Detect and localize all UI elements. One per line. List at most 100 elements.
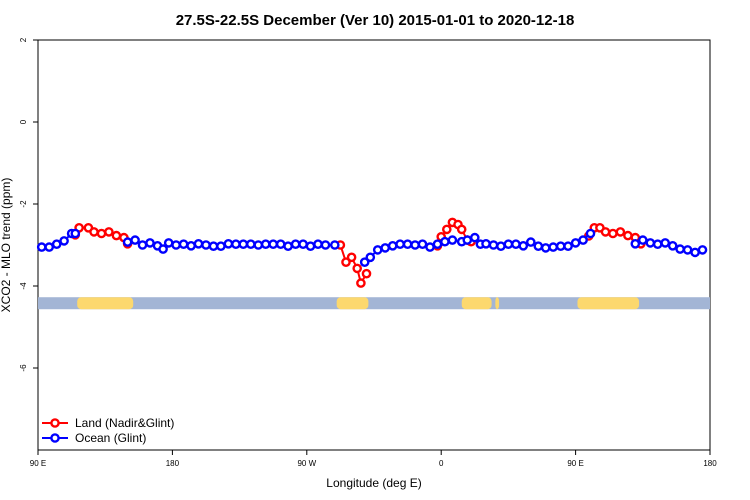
y-tick-label: 2	[19, 37, 28, 42]
data-point	[361, 268, 372, 279]
data-point	[290, 239, 301, 249]
strip-land-patch	[495, 297, 500, 310]
data-point	[410, 240, 420, 250]
data-point	[283, 241, 293, 251]
series-land	[70, 217, 646, 288]
x-tick-label: 0	[439, 459, 444, 468]
legend-entry: Land (Nadir&Glint)	[42, 416, 174, 430]
data-point	[36, 242, 47, 252]
data-point	[178, 239, 189, 249]
data-point	[600, 227, 611, 237]
data-point	[96, 228, 107, 239]
data-point	[380, 243, 391, 253]
data-point	[268, 239, 279, 249]
data-point	[260, 239, 271, 249]
data-point	[469, 232, 480, 243]
x-tick-label: 180	[166, 459, 180, 468]
legend-marker	[50, 433, 60, 443]
data-point	[104, 227, 114, 237]
data-point	[578, 235, 588, 245]
series-ocean	[36, 228, 708, 268]
data-point	[89, 227, 99, 237]
x-axis: 90 E 180 90 W 0 90 E 180	[30, 450, 717, 468]
data-point	[481, 238, 491, 249]
data-point	[346, 252, 357, 263]
data-point	[137, 240, 148, 250]
surface-type-strip	[38, 297, 710, 310]
data-point	[496, 241, 506, 251]
chart-title: 27.5S-22.5S December (Ver 10) 2015-01-01…	[176, 12, 575, 29]
data-point	[238, 239, 249, 249]
data-point	[372, 245, 383, 255]
data-point	[440, 236, 450, 247]
x-tick-label: 180	[703, 459, 717, 468]
data-point	[511, 239, 521, 249]
data-point	[186, 240, 196, 251]
data-point	[253, 240, 264, 250]
y-tick-label: -2	[19, 200, 28, 208]
data-point	[44, 242, 55, 252]
data-point	[638, 235, 648, 245]
legend-entry: Ocean (Glint)	[42, 431, 146, 445]
data-point	[533, 241, 544, 251]
strip-land-patch	[77, 297, 134, 310]
data-point	[675, 244, 685, 254]
data-point	[51, 239, 62, 249]
data-point	[193, 238, 204, 249]
data-point	[231, 239, 241, 249]
data-point	[645, 238, 656, 248]
y-tick-label: -4	[19, 282, 28, 290]
data-point	[130, 235, 140, 245]
y-axis-label: XCO2 - MLO trend (ppm)	[0, 178, 13, 313]
data-point	[488, 240, 499, 250]
series-layer	[36, 217, 708, 288]
data-point	[201, 240, 211, 250]
data-point	[563, 241, 573, 251]
data-point	[441, 224, 452, 235]
data-point	[216, 241, 226, 251]
data-point	[298, 239, 308, 249]
data-point	[111, 230, 122, 241]
data-point	[329, 240, 340, 250]
data-point	[352, 263, 363, 274]
data-point	[462, 235, 473, 245]
data-point	[652, 239, 663, 249]
data-point	[163, 238, 174, 248]
data-point	[660, 238, 671, 248]
data-point	[245, 239, 256, 249]
legend-label: Land (Nadir&Glint)	[75, 416, 174, 430]
data-point	[223, 238, 234, 249]
data-point	[171, 240, 181, 250]
data-point	[59, 236, 69, 246]
data-point	[417, 239, 428, 249]
y-tick-label: 0	[19, 119, 28, 124]
data-point	[356, 278, 366, 288]
data-point	[432, 239, 443, 249]
strip-land-patch	[336, 297, 369, 310]
data-point	[682, 245, 693, 255]
legend-marker	[50, 418, 60, 428]
data-point	[70, 228, 81, 239]
data-point	[387, 240, 398, 251]
data-point	[608, 228, 618, 239]
x-tick-label: 90 E	[567, 459, 583, 468]
x-axis-label: Longitude (deg E)	[326, 476, 421, 490]
y-tick-label: -6	[19, 364, 28, 372]
data-point	[395, 239, 405, 249]
data-point	[365, 252, 376, 263]
data-point	[275, 239, 286, 249]
data-point	[540, 243, 551, 253]
data-point	[208, 241, 219, 251]
data-point	[313, 239, 323, 249]
x-tick-label: 90 W	[297, 459, 316, 468]
data-point	[518, 240, 529, 251]
data-point	[158, 244, 168, 254]
data-point	[615, 227, 626, 237]
x-tick-label: 90 E	[30, 459, 46, 468]
data-point	[359, 257, 370, 268]
legend: Land (Nadir&Glint)Ocean (Glint)	[42, 416, 174, 445]
data-point	[585, 228, 596, 239]
data-point	[447, 235, 458, 245]
data-point	[570, 238, 581, 248]
